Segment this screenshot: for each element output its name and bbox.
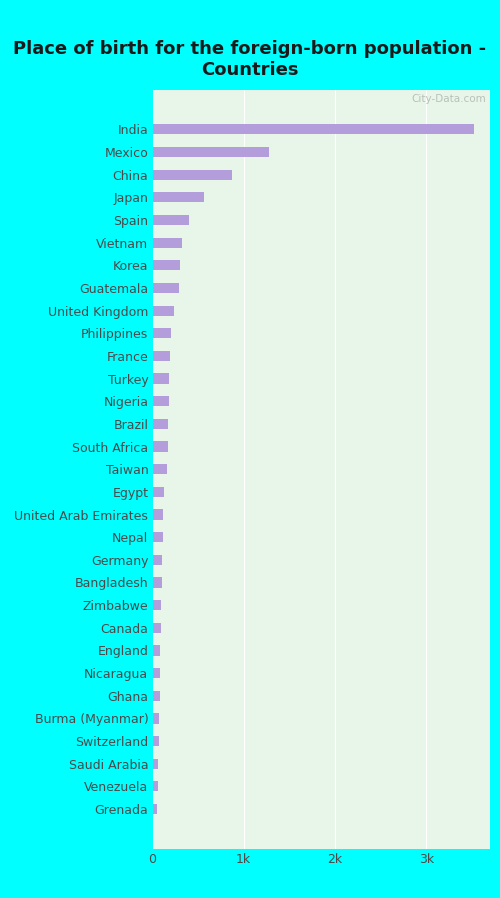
Bar — [152, 170, 232, 180]
Bar — [152, 691, 160, 700]
Bar — [152, 260, 180, 270]
Bar — [152, 600, 161, 611]
Bar — [152, 509, 163, 520]
Bar — [152, 147, 270, 157]
Bar — [152, 736, 158, 746]
Bar — [152, 328, 170, 339]
Bar — [152, 622, 160, 633]
Bar — [152, 713, 159, 724]
Text: City-Data.com: City-Data.com — [412, 93, 486, 103]
Bar — [152, 804, 158, 814]
Bar — [152, 646, 160, 656]
Bar — [152, 781, 158, 791]
Bar — [152, 124, 473, 135]
Bar — [152, 668, 160, 678]
Bar — [152, 487, 164, 497]
Bar — [152, 418, 168, 429]
Bar — [152, 305, 174, 316]
Bar — [152, 374, 170, 383]
Bar — [152, 238, 182, 248]
Bar — [152, 464, 166, 474]
Bar — [152, 283, 180, 293]
Bar — [152, 533, 162, 542]
Text: Place of birth for the foreign-born population -
Countries: Place of birth for the foreign-born popu… — [14, 40, 486, 79]
Bar — [152, 555, 162, 565]
Bar — [152, 396, 169, 406]
Bar — [152, 577, 162, 587]
Bar — [152, 442, 168, 452]
Bar — [152, 351, 170, 361]
Bar — [152, 215, 189, 225]
Bar — [152, 759, 158, 769]
Bar — [152, 192, 204, 202]
